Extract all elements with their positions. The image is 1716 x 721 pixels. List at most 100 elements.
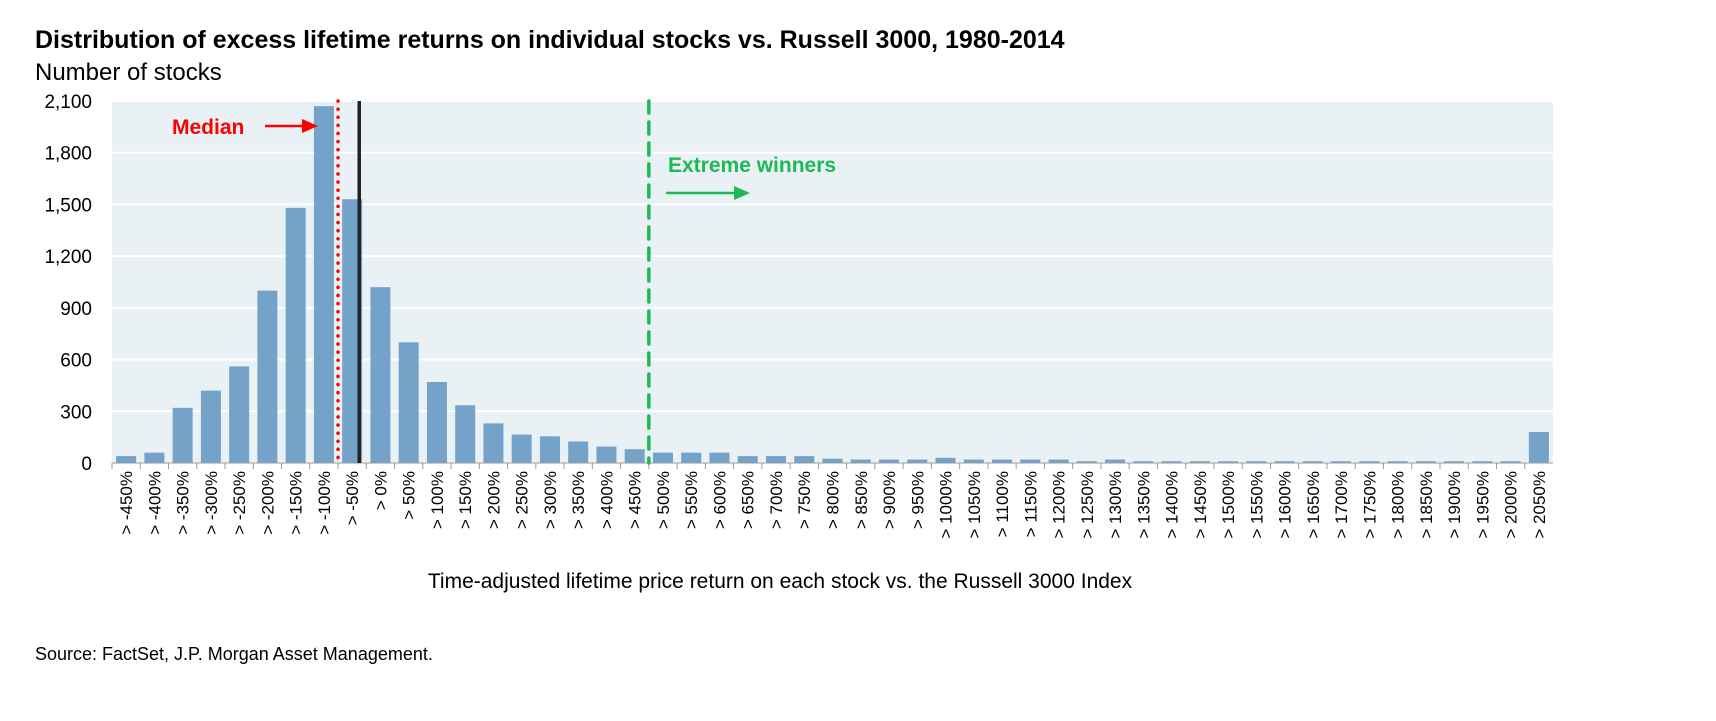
x-tick-label: > 600% bbox=[710, 471, 729, 529]
x-tick-label: > 1350% bbox=[1134, 471, 1153, 539]
x-tick-label: > 650% bbox=[739, 471, 758, 529]
bar bbox=[483, 423, 504, 463]
bar bbox=[1246, 461, 1267, 463]
bar bbox=[1415, 461, 1436, 463]
x-tick-label: > 1900% bbox=[1445, 471, 1464, 539]
x-tick-label: > 1700% bbox=[1332, 471, 1351, 539]
bar bbox=[200, 390, 221, 463]
x-tick-label: > 1450% bbox=[1191, 471, 1210, 539]
bar bbox=[1500, 461, 1521, 463]
bar bbox=[1076, 461, 1097, 463]
source-note: Source: FactSet, J.P. Morgan Asset Manag… bbox=[35, 644, 433, 664]
bar bbox=[455, 405, 476, 463]
bar bbox=[907, 459, 928, 463]
bar bbox=[1274, 461, 1295, 463]
bar bbox=[511, 434, 532, 463]
x-tick-label: > 50% bbox=[400, 471, 419, 520]
y-tick-label: 1,800 bbox=[44, 144, 92, 165]
x-tick-label: > 550% bbox=[682, 471, 701, 529]
x-tick-label: > 1750% bbox=[1360, 471, 1379, 539]
bar bbox=[144, 452, 165, 463]
x-tick-label: > 1850% bbox=[1417, 471, 1436, 539]
y-tick-label: 1,200 bbox=[44, 247, 92, 268]
x-tick-label: > 1500% bbox=[1219, 471, 1238, 539]
x-tick-label: > 1550% bbox=[1247, 471, 1266, 539]
x-tick-label: > 1950% bbox=[1473, 471, 1492, 539]
x-tick-label: > 1400% bbox=[1163, 471, 1182, 539]
bar bbox=[1218, 461, 1239, 463]
x-tick-label: > 1250% bbox=[1078, 471, 1097, 539]
x-tick-label: > 300% bbox=[541, 471, 560, 529]
bar bbox=[765, 456, 786, 463]
chart-subtitle: Number of stocks bbox=[35, 59, 222, 86]
bar bbox=[652, 452, 673, 463]
x-tick-label: > 1050% bbox=[965, 471, 984, 539]
y-tick-label: 2,100 bbox=[44, 92, 92, 113]
y-tick-label: 900 bbox=[60, 299, 92, 320]
bar bbox=[1133, 461, 1154, 463]
bar bbox=[342, 199, 363, 463]
x-tick-label: > 700% bbox=[767, 471, 786, 529]
x-tick-label: > -200% bbox=[258, 471, 277, 535]
median-arrowhead-icon bbox=[302, 119, 318, 133]
x-tick-label: > 2000% bbox=[1502, 471, 1521, 539]
bar bbox=[1020, 459, 1041, 463]
bar bbox=[116, 456, 137, 463]
x-tick-label: > 350% bbox=[569, 471, 588, 529]
x-tick-label: > -150% bbox=[287, 471, 306, 535]
x-tick-label: > 1800% bbox=[1389, 471, 1408, 539]
x-tick-label: > 500% bbox=[654, 471, 673, 529]
x-tick-label: > 1100% bbox=[993, 471, 1012, 537]
bar bbox=[1105, 459, 1126, 463]
x-tick-label: > -50% bbox=[343, 471, 362, 525]
x-tick-label: > -450% bbox=[117, 471, 136, 535]
x-tick-label: > -350% bbox=[174, 471, 193, 535]
bar bbox=[822, 458, 843, 463]
chart-title: Distribution of excess lifetime returns … bbox=[35, 26, 1065, 54]
bar bbox=[737, 456, 758, 463]
bar bbox=[539, 436, 560, 463]
x-tick-label: > 250% bbox=[513, 471, 532, 529]
x-tick-label: > -300% bbox=[202, 471, 221, 535]
x-tick-label: > 2050% bbox=[1530, 471, 1549, 539]
bar bbox=[624, 449, 645, 463]
bar bbox=[963, 459, 984, 463]
bar bbox=[935, 457, 956, 463]
bar bbox=[370, 287, 391, 463]
x-tick-label: > 1300% bbox=[1106, 471, 1125, 539]
bar bbox=[426, 381, 447, 463]
bar bbox=[709, 452, 730, 463]
extreme-arrowhead-icon bbox=[734, 186, 750, 200]
bar bbox=[1331, 461, 1352, 463]
bar bbox=[172, 407, 193, 463]
x-tick-label: > 750% bbox=[795, 471, 814, 529]
bar bbox=[1189, 461, 1210, 463]
bar bbox=[879, 459, 900, 463]
y-tick-label: 1,500 bbox=[44, 195, 92, 216]
x-tick-label: > 400% bbox=[597, 471, 616, 529]
bar bbox=[398, 342, 419, 463]
bar bbox=[681, 452, 702, 463]
bar bbox=[1161, 461, 1182, 463]
bar bbox=[285, 207, 306, 463]
bar bbox=[1302, 461, 1323, 463]
x-tick-label: > 1150% bbox=[1021, 471, 1040, 537]
y-tick-label: 0 bbox=[81, 454, 92, 475]
x-tick-label: > -400% bbox=[145, 471, 164, 535]
median-label: Median bbox=[172, 116, 244, 139]
x-tick-label: > -100% bbox=[315, 471, 334, 535]
x-tick-label: > 1600% bbox=[1276, 471, 1295, 539]
bar bbox=[313, 106, 334, 464]
extreme-winners-label: Extreme winners bbox=[668, 154, 836, 177]
bar bbox=[1528, 431, 1549, 463]
x-tick-label: > 0% bbox=[371, 471, 390, 510]
y-tick-label: 300 bbox=[60, 402, 92, 423]
bar bbox=[596, 446, 617, 463]
x-axis-label: Time-adjusted lifetime price return on e… bbox=[428, 570, 1133, 593]
x-tick-label: > 150% bbox=[456, 471, 475, 529]
bar bbox=[992, 459, 1013, 463]
x-tick-label: > -250% bbox=[230, 471, 249, 535]
bar bbox=[568, 441, 589, 463]
